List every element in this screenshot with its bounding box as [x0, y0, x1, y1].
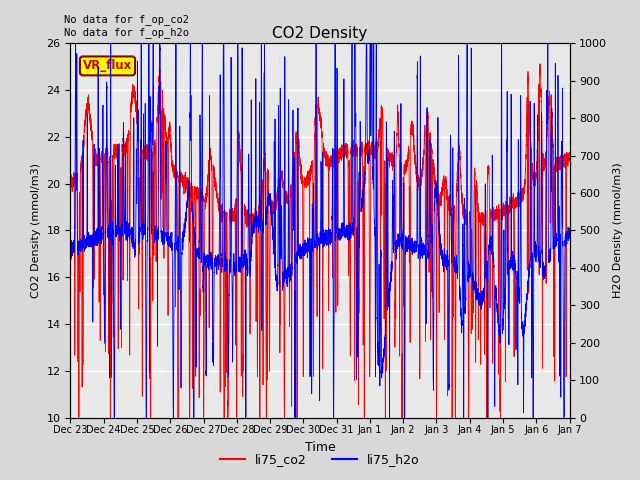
- li75_co2: [67, 184, 74, 190]
- li75_h2o: [539, 261, 547, 267]
- li75_co2: [75, 415, 83, 420]
- Line: li75_co2: li75_co2: [70, 64, 570, 418]
- Title: CO2 Density: CO2 Density: [273, 25, 367, 41]
- Text: VR_flux: VR_flux: [83, 60, 132, 72]
- li75_h2o: [303, 249, 310, 255]
- X-axis label: Time: Time: [305, 441, 335, 454]
- li75_co2: [236, 156, 244, 161]
- li75_co2: [445, 204, 453, 210]
- Text: No data for f_op_co2
No data for f_op_h2o: No data for f_op_co2 No data for f_op_h2…: [64, 14, 189, 38]
- li75_h2o: [67, 252, 74, 258]
- li75_co2: [545, 100, 552, 106]
- li75_h2o: [566, 228, 573, 234]
- li75_h2o: [445, 228, 453, 233]
- Legend: li75_co2, li75_h2o: li75_co2, li75_h2o: [215, 448, 425, 471]
- Line: li75_h2o: li75_h2o: [70, 43, 570, 418]
- li75_co2: [536, 61, 544, 67]
- li75_h2o: [236, 269, 244, 275]
- li75_h2o: [545, 257, 552, 263]
- li75_co2: [539, 279, 547, 285]
- Y-axis label: CO2 Density (mmol/m3): CO2 Density (mmol/m3): [31, 163, 41, 298]
- li75_co2: [431, 182, 439, 188]
- li75_co2: [303, 178, 310, 184]
- Y-axis label: H2O Density (mmol/m3): H2O Density (mmol/m3): [613, 163, 623, 298]
- li75_co2: [566, 154, 573, 160]
- li75_h2o: [431, 183, 439, 189]
- li75_h2o: [110, 415, 118, 420]
- li75_h2o: [72, 40, 79, 46]
